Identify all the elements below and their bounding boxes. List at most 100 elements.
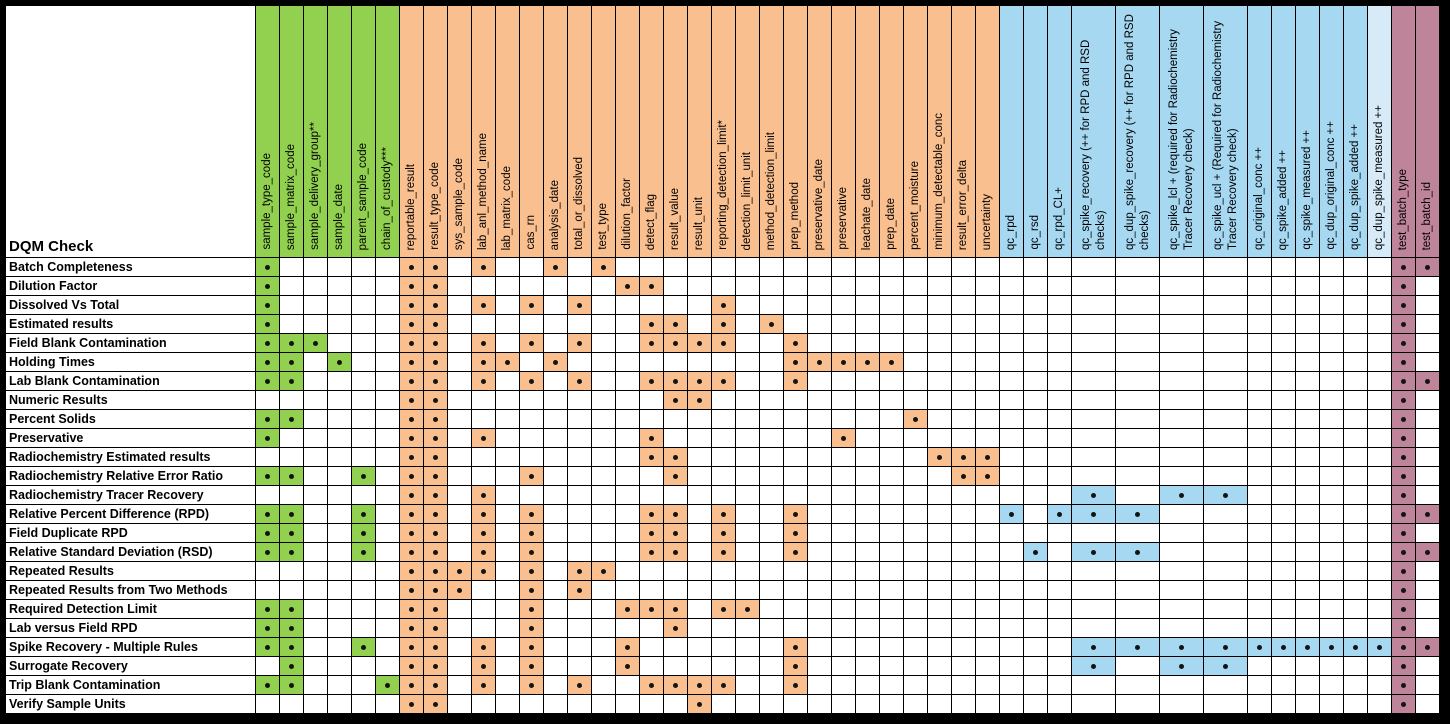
matrix-cell[interactable] [1047,580,1072,600]
matrix-cell[interactable] [807,599,832,619]
matrix-cell[interactable] [1319,656,1344,676]
matrix-cell[interactable] [1343,447,1368,467]
matrix-cell[interactable] [879,390,904,410]
matrix-cell[interactable] [279,637,304,657]
matrix-cell[interactable] [1295,295,1320,315]
matrix-cell[interactable] [879,447,904,467]
matrix-cell[interactable] [807,447,832,467]
matrix-cell[interactable] [783,542,808,562]
matrix-cell[interactable] [327,371,352,391]
matrix-cell[interactable] [927,428,952,448]
matrix-cell[interactable] [471,295,496,315]
matrix-cell[interactable] [255,409,280,429]
row-label[interactable]: Numeric Results [5,390,256,410]
matrix-cell[interactable] [303,466,328,486]
matrix-cell[interactable] [1415,675,1440,695]
matrix-cell[interactable] [879,618,904,638]
matrix-cell[interactable] [1047,504,1072,524]
matrix-cell[interactable] [1295,428,1320,448]
matrix-cell[interactable] [543,428,568,448]
matrix-cell[interactable] [999,694,1024,714]
matrix-cell[interactable] [663,637,688,657]
matrix-cell[interactable] [711,352,736,372]
matrix-cell[interactable] [423,390,448,410]
matrix-cell[interactable] [615,390,640,410]
matrix-cell[interactable] [783,257,808,277]
matrix-cell[interactable] [1295,447,1320,467]
matrix-cell[interactable] [951,314,976,334]
matrix-cell[interactable] [639,599,664,619]
matrix-cell[interactable] [903,656,928,676]
matrix-cell[interactable] [855,618,880,638]
matrix-cell[interactable] [447,618,472,638]
matrix-cell[interactable] [1071,599,1116,619]
matrix-cell[interactable] [1115,276,1160,296]
matrix-cell[interactable] [807,333,832,353]
matrix-cell[interactable] [735,523,760,543]
matrix-cell[interactable] [1343,409,1368,429]
matrix-cell[interactable] [663,580,688,600]
matrix-cell[interactable] [1343,257,1368,277]
matrix-cell[interactable] [1367,504,1392,524]
matrix-cell[interactable] [1319,599,1344,619]
matrix-cell[interactable] [615,485,640,505]
matrix-cell[interactable] [375,618,400,638]
matrix-cell[interactable] [327,580,352,600]
matrix-cell[interactable] [303,656,328,676]
matrix-cell[interactable] [255,694,280,714]
matrix-cell[interactable] [903,428,928,448]
col-header-18[interactable]: result_unit [687,5,712,258]
matrix-cell[interactable] [807,257,832,277]
matrix-cell[interactable] [999,561,1024,581]
matrix-cell[interactable] [1071,428,1116,448]
matrix-cell[interactable] [855,257,880,277]
matrix-cell[interactable] [351,675,376,695]
matrix-cell[interactable] [831,694,856,714]
matrix-cell[interactable] [1047,599,1072,619]
matrix-cell[interactable] [879,561,904,581]
matrix-cell[interactable] [711,618,736,638]
matrix-cell[interactable] [327,447,352,467]
matrix-cell[interactable] [447,580,472,600]
matrix-cell[interactable] [711,409,736,429]
matrix-cell[interactable] [1343,542,1368,562]
col-header-25[interactable]: leachate_date [855,5,880,258]
matrix-cell[interactable] [663,485,688,505]
col-header-31[interactable]: qc_rpd [999,5,1024,258]
matrix-cell[interactable] [759,675,784,695]
matrix-cell[interactable] [1295,656,1320,676]
matrix-cell[interactable] [1343,276,1368,296]
matrix-cell[interactable] [327,352,352,372]
row-label[interactable]: Field Blank Contamination [5,333,256,353]
matrix-cell[interactable] [831,504,856,524]
col-header-22[interactable]: prep_method [783,5,808,258]
matrix-cell[interactable] [663,390,688,410]
matrix-cell[interactable] [615,428,640,448]
matrix-cell[interactable] [567,599,592,619]
matrix-cell[interactable] [687,257,712,277]
matrix-cell[interactable] [1295,390,1320,410]
matrix-cell[interactable] [1319,276,1344,296]
matrix-cell[interactable] [279,694,304,714]
matrix-cell[interactable] [375,580,400,600]
matrix-cell[interactable] [639,523,664,543]
matrix-cell[interactable] [1271,618,1296,638]
matrix-cell[interactable] [1159,656,1204,676]
matrix-cell[interactable] [279,656,304,676]
matrix-cell[interactable] [591,523,616,543]
matrix-cell[interactable] [855,390,880,410]
matrix-cell[interactable] [447,504,472,524]
matrix-cell[interactable] [591,447,616,467]
matrix-cell[interactable] [759,409,784,429]
matrix-cell[interactable] [1023,352,1048,372]
matrix-cell[interactable] [399,409,424,429]
matrix-cell[interactable] [591,333,616,353]
matrix-cell[interactable] [1415,542,1440,562]
matrix-cell[interactable] [1367,352,1392,372]
matrix-cell[interactable] [735,694,760,714]
matrix-cell[interactable] [423,466,448,486]
matrix-cell[interactable] [831,599,856,619]
matrix-cell[interactable] [999,390,1024,410]
col-header-17[interactable]: result_value [663,5,688,258]
matrix-cell[interactable] [567,466,592,486]
